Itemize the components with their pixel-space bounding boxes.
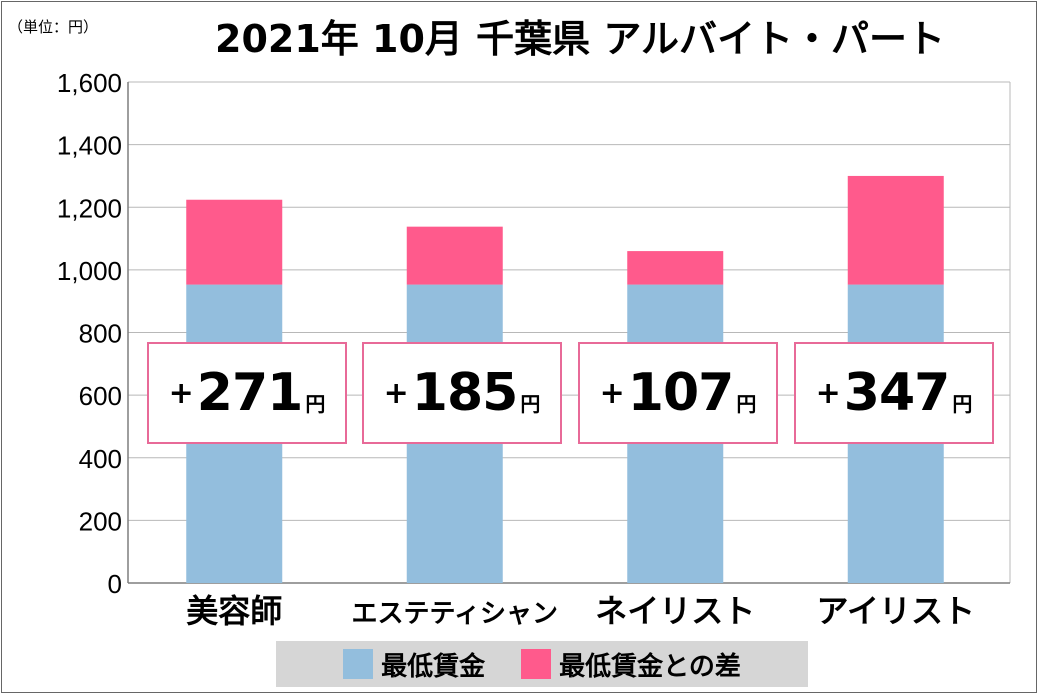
legend-swatch-diff: [521, 649, 552, 679]
callout-diff-1: + 185 円: [362, 342, 562, 444]
y-tick-label: 800: [79, 319, 122, 349]
callout-sign: +: [168, 375, 194, 411]
y-tick-label: 400: [79, 444, 122, 474]
bar-diff: [406, 226, 503, 285]
callout-unit: 円: [520, 391, 541, 416]
bar-diff: [627, 251, 724, 285]
callout-diff-2: + 107 円: [578, 342, 778, 444]
y-tick-label: 200: [79, 506, 122, 536]
x-tick-label: アイリスト: [817, 592, 975, 630]
chart-title: 2021年 10月 千葉県 アルバイト・パート: [215, 17, 945, 61]
callout-unit: 円: [952, 391, 973, 416]
y-tick-label: 0: [108, 569, 122, 599]
bar-diff: [847, 175, 944, 285]
y-tick-label: 1,400: [57, 131, 122, 161]
callout-sign: +: [383, 375, 409, 411]
x-tick-label: 美容師: [186, 592, 282, 630]
legend-item-min-wage: 最低賃金: [343, 646, 485, 683]
callout-value: 107: [627, 363, 735, 423]
legend-item-diff: 最低賃金との差: [521, 646, 741, 683]
callout-unit: 円: [305, 391, 326, 416]
callout-unit: 円: [736, 391, 757, 416]
x-tick-label: エステティシャン: [352, 599, 558, 629]
callout-value: 185: [411, 363, 519, 423]
unit-note: （単位：円）: [8, 18, 99, 36]
legend: 最低賃金 最低賃金との差: [276, 641, 808, 687]
callout-diff-0: + 271 円: [147, 342, 347, 444]
callout-diff-3: + 347 円: [794, 342, 994, 444]
y-tick-label: 1,200: [57, 193, 122, 223]
callout-value: 347: [843, 363, 951, 423]
x-tick-label: ネイリスト: [595, 592, 755, 630]
legend-swatch-min-wage: [343, 649, 374, 679]
legend-label-diff: 最低賃金との差: [559, 651, 741, 682]
y-tick-label: 1,600: [57, 68, 122, 98]
legend-label-min-wage: 最低賃金: [381, 651, 486, 682]
callout-sign: +: [815, 375, 841, 411]
y-tick-label: 1,000: [57, 256, 122, 286]
callout-value: 271: [196, 363, 304, 423]
bar-diff: [186, 199, 283, 285]
y-tick-label: 600: [79, 381, 122, 411]
callout-sign: +: [599, 375, 625, 411]
